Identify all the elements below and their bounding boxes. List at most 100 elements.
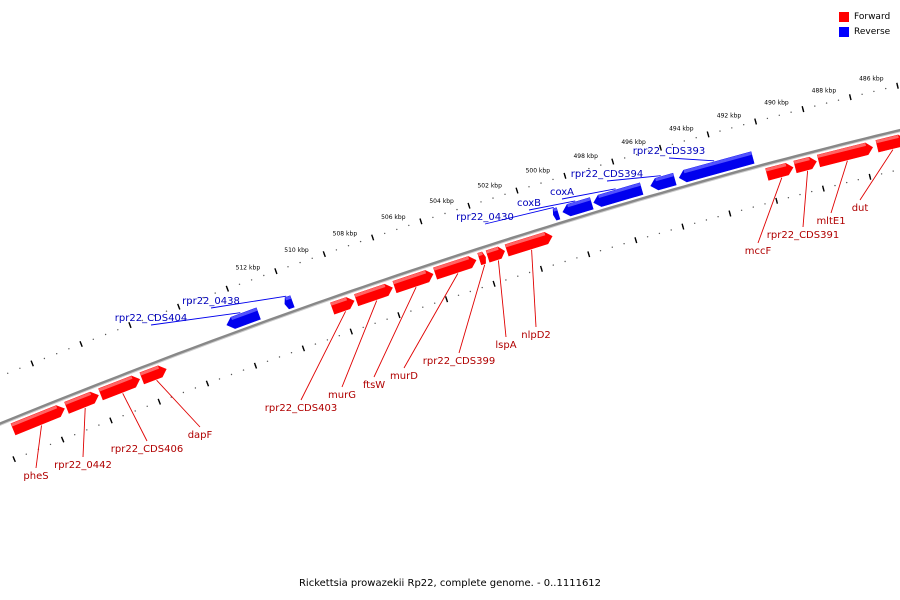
track-dot (43, 357, 46, 360)
gene-arrow-ftsW[interactable] (392, 270, 434, 294)
gene-bevel (139, 365, 160, 376)
gene-arrow-pheS[interactable] (10, 405, 65, 436)
gene-label-rpr22_CDS391[interactable]: rpr22_CDS391 (767, 230, 839, 241)
gene-label-rpr22_CDS394[interactable]: rpr22_CDS394 (571, 169, 643, 180)
gene-label-nlpD2[interactable]: nlpD2 (521, 330, 551, 341)
gene-label-lspA[interactable]: lspA (495, 340, 516, 351)
track-major-tick (349, 328, 353, 335)
track-dot (384, 232, 386, 235)
gene-bevel (477, 252, 483, 257)
track-major-tick (515, 187, 519, 194)
gene-label-murG[interactable]: murG (328, 390, 356, 401)
gene-label-rpr22_0442[interactable]: rpr22_0442 (54, 460, 112, 471)
track-dot (658, 232, 661, 235)
leader-line (830, 160, 848, 214)
track-dot (104, 333, 107, 336)
track-major-tick (205, 380, 210, 387)
track-dot (528, 186, 530, 188)
track-dot (287, 266, 289, 268)
leader-line (150, 312, 241, 326)
track-dot (408, 224, 410, 227)
leader-line (757, 177, 783, 244)
track-major-tick (611, 158, 615, 165)
track-dot (263, 274, 265, 277)
track-dot (600, 164, 602, 166)
track-dot (218, 378, 221, 380)
gene-arrow-rpr22_0442[interactable] (64, 391, 99, 414)
gene-bevel (765, 163, 787, 172)
track-major-tick (563, 172, 567, 179)
gene-bevel (98, 376, 133, 392)
kbp-tick-label: 488 kbp (812, 88, 837, 95)
track-dot (540, 182, 542, 184)
track-dot (194, 387, 197, 389)
track-major-tick (12, 456, 16, 463)
axis-ticks: 486 kbp 488 kbp 490 kbp 492 kbp 494 kbp 496 k… (7, 76, 899, 463)
track-dot (778, 114, 780, 117)
track-dot (122, 415, 124, 417)
track-dot (731, 127, 733, 129)
track-dot (885, 87, 887, 90)
leader-line (122, 393, 148, 442)
track-dot (880, 173, 883, 175)
gene-label-rpr22_CDS404[interactable]: rpr22_CDS404 (115, 313, 187, 324)
gene-label-murD[interactable]: murD (390, 371, 418, 382)
gene-label-coxA[interactable]: coxA (550, 187, 574, 198)
track-dot (576, 171, 578, 173)
track-major-tick (30, 360, 34, 367)
legend-reverse-label: Reverse (854, 26, 891, 37)
gene-arrow-mltE1[interactable] (816, 142, 874, 168)
track-dot (25, 453, 27, 455)
kbp-tick-label: 510 kbp (284, 247, 309, 254)
track-dot (434, 302, 436, 304)
track-major-tick (587, 251, 591, 258)
leader-line (859, 149, 894, 201)
gene-label-mltE1[interactable]: mltE1 (816, 216, 845, 227)
track-dot (624, 157, 626, 159)
track-major-tick (60, 436, 65, 443)
gene-label-dapF[interactable]: dapF (188, 430, 213, 441)
gene-label-coxB[interactable]: coxB (517, 198, 541, 209)
gene-label-ftsW[interactable]: ftsW (363, 380, 385, 391)
leader-line (458, 264, 486, 354)
track-dot (814, 105, 816, 107)
gene-features (10, 134, 900, 436)
track-dot (647, 150, 650, 152)
track-major-tick (79, 340, 83, 348)
track-dot (588, 167, 590, 170)
track-dot (456, 208, 458, 211)
kbp-tick-label: 512 kbp (236, 265, 261, 272)
track-dot (787, 197, 790, 199)
track-dot (422, 306, 424, 308)
gene-arrow-rpr22_CDS394[interactable] (650, 172, 677, 191)
gene-label-rpr22_CDS406[interactable]: rpr22_CDS406 (111, 444, 183, 455)
track-dot (752, 206, 754, 208)
gene-bevel (553, 207, 558, 212)
gene-label-rpr22_0430[interactable]: rpr22_0430 (456, 212, 514, 223)
track-major-tick (706, 131, 710, 138)
track-dot (505, 279, 507, 281)
gene-arrow-rpr22_CDS404[interactable] (226, 307, 261, 329)
gene-label-rpr22_CDS393[interactable]: rpr22_CDS393 (633, 146, 705, 157)
gene-label-rpr22_0438[interactable]: rpr22_0438 (182, 296, 240, 307)
track-major-tick (848, 94, 852, 101)
track-major-tick (539, 265, 543, 272)
track-dot (764, 203, 766, 205)
gene-label-mccF[interactable]: mccF (745, 246, 772, 257)
gene-label-rpr22_CDS399[interactable]: rpr22_CDS399 (423, 356, 495, 367)
track-dot (444, 212, 446, 215)
kbp-tick-label: 492 kbp (717, 112, 742, 119)
gene-bevel (567, 197, 591, 208)
kbp-tick-label: 490 kbp (764, 100, 789, 107)
track-major-tick (775, 197, 779, 204)
gene-label-dut[interactable]: dut (852, 203, 869, 214)
kbp-tick-label: 504 kbp (429, 198, 454, 205)
gene-arrow-murD[interactable] (433, 256, 477, 280)
gene-arrow-coxA[interactable] (593, 182, 644, 207)
track-dot (386, 318, 388, 320)
gene-label-rpr22_CDS403[interactable]: rpr22_CDS403 (265, 403, 337, 414)
track-dot (846, 181, 848, 184)
track-major-tick (109, 417, 113, 424)
gene-label-pheS[interactable]: pheS (23, 471, 48, 482)
gene-bevel (354, 284, 386, 298)
